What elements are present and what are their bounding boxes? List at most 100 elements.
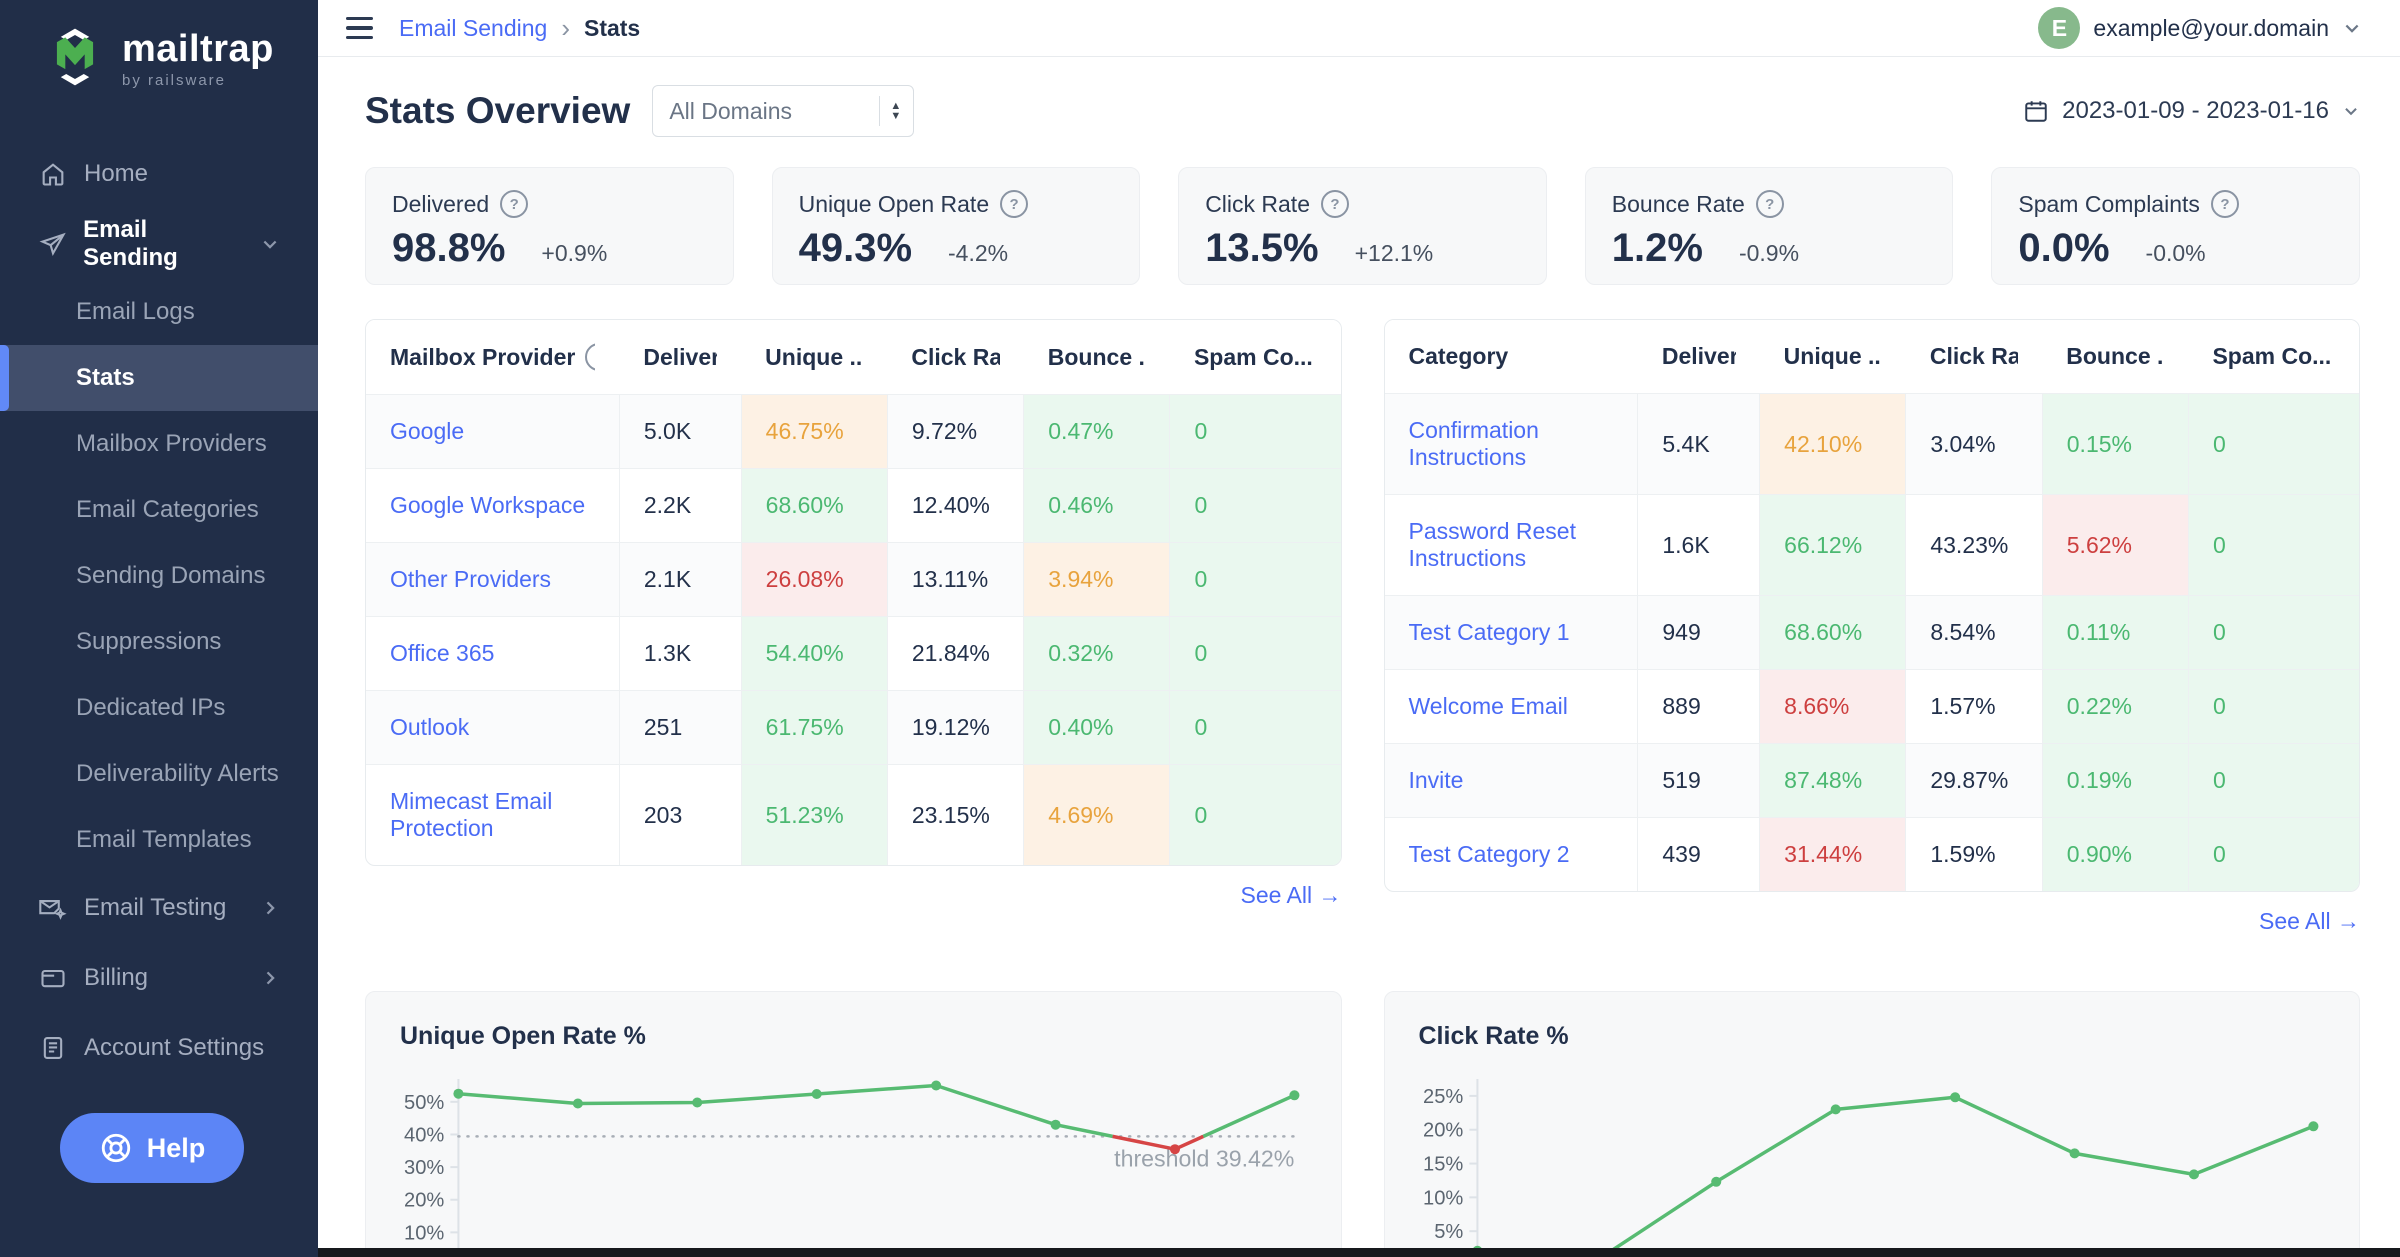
click-rate-chart-card: Click Rate %0%5%10%15%20%25%Jan 9Jan 11J… [1383, 991, 2360, 1257]
row-link[interactable]: Test Category 2 [1408, 841, 1570, 867]
sidebar-item-email-logs[interactable]: Email Logs [0, 279, 318, 345]
cell-value: 23.15% [911, 801, 990, 828]
svg-text:30%: 30% [404, 1157, 444, 1179]
kpi-card-delivered: Delivered? 98.8% +0.9% [365, 167, 734, 285]
domain-filter-value: All Domains [669, 97, 793, 124]
see-all-link[interactable]: See All → [2259, 908, 2360, 934]
sidebar-item-home[interactable]: Home [0, 139, 318, 209]
mailbox-provider-table: Mailbox Provider?DeliveredUnique ...Clic… [365, 319, 1342, 866]
cell-value: 8.66% [1784, 693, 1850, 719]
row-link[interactable]: Confirmation Instructions [1408, 417, 1539, 470]
sidebar-item-billing[interactable]: Billing [0, 943, 318, 1013]
chevron-down-icon [2342, 102, 2360, 120]
row-link[interactable]: Google Workspace [390, 492, 586, 518]
kpi-label: Spam Complaints [2018, 190, 2200, 217]
mailtrap-logo-icon [44, 26, 106, 93]
sidebar-item-stats[interactable]: Stats [0, 345, 318, 411]
kpi-cards: Delivered? 98.8% +0.9% Unique Open Rate? 49.… [365, 167, 2360, 285]
help-icon[interactable]: ? [585, 343, 596, 371]
row-link[interactable]: Google [390, 418, 465, 444]
logo-tagline: by railsware [122, 72, 227, 89]
charts: Unique Open Rate %0%10%20%30%40%50%Jan 9… [365, 991, 2360, 1257]
kpi-delta: +12.1% [1354, 240, 1434, 266]
cell-value: 251 [643, 714, 683, 740]
cell-value: 1.59% [1930, 841, 1996, 867]
help-icon[interactable]: ? [2210, 190, 2239, 218]
sidebar-item-suppressions[interactable]: Suppressions [0, 609, 318, 675]
table-row: Office 365 1.3K 54.40% 21.84% 0.32% 0 [366, 616, 1341, 691]
cell-value: 26.08% [765, 566, 844, 592]
cell-value: 8.54% [1930, 619, 1996, 645]
sidebar-item-label: Dedicated IPs [76, 694, 226, 721]
cell-value: 66.12% [1784, 531, 1863, 558]
cell-value: 13.11% [911, 566, 989, 592]
kpi-value: 13.5% [1205, 226, 1319, 270]
help-icon[interactable]: ? [1755, 190, 1784, 218]
svg-text:25%: 25% [1423, 1086, 1463, 1108]
help-icon[interactable]: ? [1000, 190, 1029, 218]
see-all-link[interactable]: See All → [1240, 882, 1342, 908]
domain-filter-select[interactable]: All Domains ▲ ▼ [652, 85, 915, 137]
sidebar-item-dedicated-ips[interactable]: Dedicated IPs [0, 675, 318, 741]
date-range-value: 2023-01-09 - 2023-01-16 [2062, 97, 2329, 124]
cell-value: 0.22% [2066, 693, 2132, 719]
row-link[interactable]: Password Reset Instructions [1408, 518, 1576, 571]
date-range-picker[interactable]: 2023-01-09 - 2023-01-16 [2023, 97, 2360, 125]
cell-value: 0 [1194, 801, 1208, 828]
sidebar-item-label: Billing [84, 964, 149, 991]
cell-value: 61.75% [765, 714, 844, 740]
row-link[interactable]: Other Providers [390, 566, 552, 592]
kpi-label: Unique Open Rate [798, 190, 990, 217]
topbar: Email Sending › Stats E example@your.dom… [318, 0, 2400, 57]
cell-value: 5.0K [643, 418, 692, 444]
cell-value: 0.32% [1048, 640, 1114, 666]
home-icon [38, 160, 68, 188]
help-button[interactable]: Help [60, 1113, 244, 1183]
page-title: Stats Overview [365, 90, 631, 131]
sidebar-item-email-testing[interactable]: Email Testing [0, 873, 318, 943]
line-chart: 0%5%10%15%20%25%Jan 9Jan 11Jan 13Jan 15 [1423, 1079, 2318, 1257]
sidebar-item-label: Email Sending [83, 216, 178, 271]
cell-value: 5.4K [1662, 430, 1710, 457]
chevron-right-icon [260, 968, 280, 988]
sidebar-item-label: Email Templates [76, 826, 252, 853]
sidebar-item-label: Stats [76, 364, 135, 391]
help-icon[interactable]: ? [1321, 190, 1349, 218]
cell-value: 439 [1662, 841, 1701, 867]
cell-value: 0 [1194, 566, 1208, 592]
help-icon[interactable]: ? [500, 190, 529, 218]
row-link[interactable]: Outlook [390, 714, 470, 740]
unique-open-rate-chart-card: Unique Open Rate %0%10%20%30%40%50%Jan 9… [365, 991, 1342, 1257]
sidebar-item-email-sending[interactable]: Email Sending [0, 209, 318, 279]
row-link[interactable]: Mimecast Email Protection [390, 788, 553, 841]
svg-text:20%: 20% [404, 1190, 444, 1212]
row-link[interactable]: Test Category 1 [1408, 619, 1570, 645]
sidebar-item-sending-domains[interactable]: Sending Domains [0, 543, 318, 609]
table-row: Google 5.0K 46.75% 9.72% 0.47% 0 [366, 394, 1341, 469]
sidebar-item-account-settings[interactable]: Account Settings [0, 1013, 318, 1083]
sidebar-item-email-categories[interactable]: Email Categories [0, 477, 318, 543]
cell-value: 0 [2212, 767, 2226, 793]
sidebar-item-label: Mailbox Providers [76, 430, 267, 457]
mailtrap-logo[interactable]: mailtrap by railsware [0, 0, 318, 111]
sidebar-item-email-templates[interactable]: Email Templates [0, 807, 318, 873]
menu-icon[interactable] [342, 13, 377, 44]
column-header-unique: Unique ... [1759, 320, 1906, 394]
row-link[interactable]: Office 365 [390, 640, 495, 666]
svg-text:threshold 39.42%: threshold 39.42% [1114, 1145, 1294, 1171]
user-menu[interactable]: E example@your.domain [2038, 7, 2362, 49]
column-header-delivered: Delivered [1637, 320, 1760, 394]
row-link[interactable]: Welcome Email [1408, 693, 1568, 719]
cell-value: 0 [1194, 640, 1208, 666]
svg-text:40%: 40% [404, 1125, 444, 1147]
table-row: Test Category 1 949 68.60% 8.54% 0.11% 0 [1384, 595, 2359, 670]
life-ring-icon [99, 1131, 133, 1165]
cell-value: 19.12% [911, 714, 990, 740]
cell-value: 9.72% [911, 418, 978, 444]
sidebar-item-mailbox-providers[interactable]: Mailbox Providers [0, 411, 318, 477]
cell-value: 0 [1194, 418, 1208, 444]
breadcrumb-email-sending-link[interactable]: Email Sending [399, 14, 548, 41]
row-link[interactable]: Invite [1408, 767, 1464, 793]
svg-text:5%: 5% [1434, 1221, 1463, 1243]
sidebar-item-deliverability-alerts[interactable]: Deliverability Alerts [0, 741, 318, 807]
